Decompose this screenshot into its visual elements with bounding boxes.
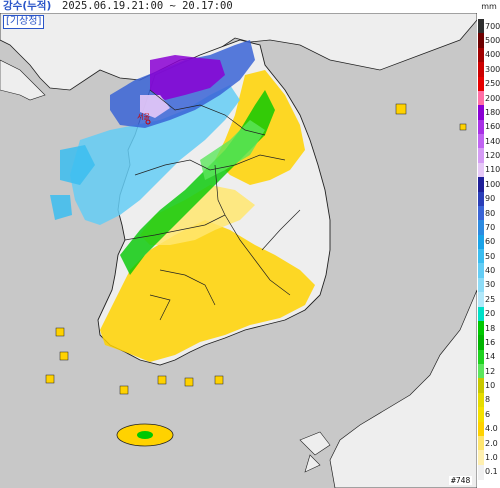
legend-swatch: [478, 464, 484, 480]
legend-label: 1.0: [485, 452, 498, 462]
agency-label: [기상청]: [3, 15, 45, 29]
legend-label: 25: [485, 294, 496, 304]
japan-islands: [299, 431, 331, 473]
legend-swatch: [478, 277, 484, 293]
legend-unit: mm: [481, 2, 497, 11]
legend-swatch: [478, 407, 484, 422]
province-borders: [124, 89, 301, 321]
legend-label: 10: [485, 381, 496, 391]
legend-label: 160: [485, 122, 500, 132]
legend-swatch: [478, 234, 484, 250]
legend-swatch: [478, 378, 484, 394]
map-title: 강수(누적): [3, 0, 52, 12]
legend-label: 20: [485, 309, 496, 319]
precipitation-legend: 700 500 400 300 250 200 180 160 140 120 110 100 90 80…: [478, 13, 500, 488]
precip-cyan-west: [50, 145, 95, 220]
legend-swatch: [478, 148, 484, 164]
legend-swatch: [478, 263, 484, 279]
legend-swatch: [478, 421, 484, 437]
legend-swatch: [478, 191, 484, 207]
legend-swatch: [478, 47, 484, 63]
legend-label: 90: [485, 194, 496, 204]
legend-swatch: [478, 119, 484, 135]
legend-swatch: [478, 349, 484, 365]
japan-land: [329, 289, 477, 488]
frame-stamp: #748: [449, 476, 473, 485]
precip-purple: [150, 55, 225, 100]
legend-label: 180: [485, 107, 500, 117]
legend-swatch: [478, 306, 484, 322]
legend-label: 30: [485, 280, 496, 290]
legend-swatch: [478, 450, 484, 466]
legend-label: 60: [485, 237, 496, 247]
legend-label: 100: [485, 179, 500, 189]
map-header: 강수(누적) 2025.06.19.21:00 ~ 20.17:00: [0, 0, 500, 13]
legend-swatch: [478, 62, 484, 77]
legend-swatch: [478, 205, 484, 221]
precip-pink: [140, 95, 170, 118]
legend-label: 16: [485, 337, 496, 347]
legend-label: 250: [485, 79, 500, 89]
seoul-marker-label: 서울: [137, 113, 150, 121]
precipitation-map: [0, 13, 477, 488]
legend-swatch: [478, 249, 484, 264]
jeju-center: [137, 431, 153, 439]
legend-label: 140: [485, 136, 500, 146]
legend-swatch: [478, 292, 484, 307]
legend-label: 18: [485, 323, 496, 333]
legend-label: 8: [485, 395, 491, 405]
legend-label: 110: [485, 165, 500, 175]
legend-swatch: [478, 335, 484, 351]
china-coast: [0, 59, 46, 101]
legend-swatch: [478, 90, 484, 106]
precip-light-green: [200, 120, 265, 180]
legend-label: 0.1: [485, 467, 498, 477]
legend-swatch: [478, 19, 484, 34]
legend-label: 200: [485, 93, 500, 103]
legend-label: 500: [485, 36, 500, 46]
legend-swatch: [478, 220, 484, 236]
legend-label: 120: [485, 151, 500, 161]
legend-swatch: [478, 177, 484, 192]
legend-swatch: [478, 105, 484, 121]
legend-label: 4.0: [485, 424, 498, 434]
legend-label: 14: [485, 352, 496, 362]
legend-label: 700: [485, 21, 500, 31]
legend-swatch: [478, 435, 484, 451]
legend-label: 300: [485, 64, 500, 74]
legend-swatch: [478, 134, 484, 149]
precip-yellow-south: [100, 220, 315, 362]
legend-label: 12: [485, 366, 496, 376]
legend-swatch: [478, 364, 484, 379]
legend-label: 2.0: [485, 438, 498, 448]
small-islands: [45, 103, 467, 395]
legend-swatch: [478, 392, 484, 408]
legend-label: 50: [485, 251, 496, 261]
legend-label: 400: [485, 50, 500, 60]
precip-lightblue: [70, 85, 240, 225]
legend-label: 80: [485, 208, 496, 218]
accumulation-period: 2025.06.19.21:00 ~ 20.17:00: [62, 0, 233, 12]
seoul-marker: [145, 119, 151, 125]
legend-swatch: [478, 76, 484, 92]
legend-label: 6: [485, 409, 491, 419]
legend-swatch: [478, 320, 484, 336]
legend-swatch: [478, 162, 484, 178]
legend-swatch: [478, 33, 484, 49]
legend-label: 70: [485, 222, 496, 232]
legend-label: 40: [485, 266, 496, 276]
